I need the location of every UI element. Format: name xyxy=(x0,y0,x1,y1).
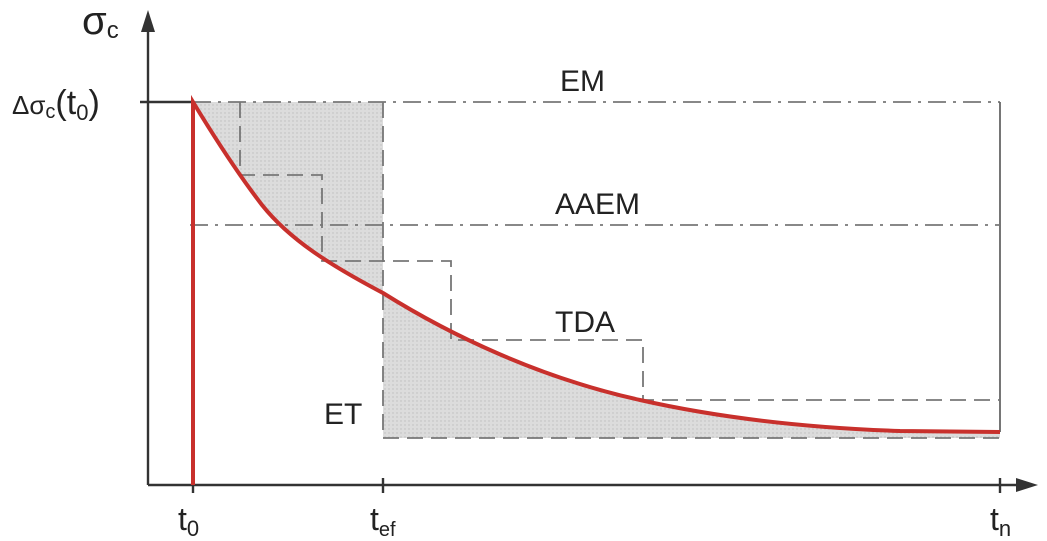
y-axis-arrow xyxy=(141,10,155,32)
y-axis-label: σc xyxy=(82,0,119,44)
x-tick-label-tef: tef xyxy=(370,501,396,541)
label-em: EM xyxy=(560,65,605,98)
stress-relaxation-curve xyxy=(191,94,1001,485)
x-tick-label-t0: t0 xyxy=(178,501,199,541)
x-tick-label-tn: tn xyxy=(990,501,1011,541)
label-et: ET xyxy=(324,398,362,431)
et-shaded-area-upper xyxy=(193,102,383,293)
x-axis-arrow xyxy=(1016,478,1038,492)
y-tick-label-initial-stress: Δσc(t0) xyxy=(12,84,100,125)
tda-step-line xyxy=(239,102,1000,401)
et-shaded-area-lower xyxy=(383,293,1000,438)
label-aaem: AAEM xyxy=(555,188,640,221)
label-tda: TDA xyxy=(555,306,615,339)
